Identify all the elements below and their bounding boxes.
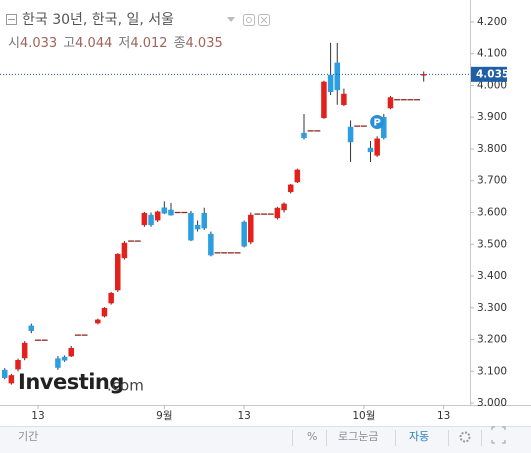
candle-body: [321, 81, 327, 119]
ohlc-header: 시4.033 고4.044 저4.012 종4.035: [8, 36, 223, 51]
candle-body: [68, 347, 74, 357]
candle-body: [281, 203, 287, 211]
log-button[interactable]: 로그눈금: [338, 430, 378, 443]
chart-title: 한국 30년, 한국, 일, 서울: [22, 12, 174, 28]
x-tick-label: 13: [31, 410, 44, 422]
y-tick-label: 3.600: [477, 207, 507, 219]
fullscreen-button[interactable]: [491, 426, 506, 444]
candle-body: [95, 319, 101, 324]
ohlc-label: 종: [174, 36, 186, 51]
candle-body: [387, 97, 394, 109]
percent-button[interactable]: %: [307, 430, 317, 443]
candle-body: [28, 325, 35, 331]
candle-body: [21, 342, 28, 359]
event-marker: [370, 114, 385, 129]
candle-body: [208, 233, 214, 256]
candle-body: [115, 253, 121, 291]
auto-button[interactable]: 자동: [409, 430, 429, 443]
watermark-suffix: .com: [107, 377, 144, 395]
ohlc-value: 4.044: [75, 36, 112, 51]
candle-body: [334, 62, 341, 91]
close-icon-x: [260, 16, 268, 24]
watermark: Investing .com: [18, 370, 144, 395]
x-tick-label: 13: [437, 410, 450, 422]
candle-body: [148, 214, 154, 226]
candle-body: [108, 292, 114, 304]
candle-body: [301, 132, 307, 139]
x-tick-label: 10월: [352, 410, 375, 422]
candle-body: [154, 211, 161, 221]
y-tick-label: 3.400: [477, 270, 507, 282]
candle-body: [327, 74, 334, 93]
toolbar: 기간 % 로그눈금 자동: [0, 426, 531, 453]
candle-body: [274, 207, 281, 219]
ohlc-label: 저: [118, 36, 130, 51]
watermark-name: Investing: [18, 370, 124, 394]
event-marker-label: P: [373, 117, 380, 128]
settings-button[interactable]: [459, 431, 471, 443]
candle-body: [287, 184, 294, 193]
dropdown-arrow[interactable]: [227, 17, 235, 22]
y-tick-label: 3.700: [477, 175, 507, 187]
candle-body: [141, 212, 148, 226]
candle-body: [294, 169, 301, 183]
candle-body: [61, 356, 68, 361]
header: 한국 30년, 한국, 일, 서울 시4.033 고4.044 저4.012 종4.0…: [6, 12, 270, 51]
candle-body: [168, 209, 174, 216]
collapse-icon[interactable]: [6, 14, 17, 25]
settings-icon-dot: [246, 17, 252, 23]
candle-body: [1, 369, 8, 378]
candle-body: [248, 214, 254, 243]
settings-icon[interactable]: [243, 14, 255, 26]
last-price-label: 4.035: [476, 68, 509, 80]
candle-body: [374, 138, 380, 156]
y-tick-label: 3.300: [477, 302, 507, 314]
ohlc-value: 4.035: [186, 36, 223, 51]
ohlc-value: 4.012: [130, 36, 167, 51]
candle-body: [121, 242, 128, 259]
y-tick-label: 4.000: [477, 79, 507, 91]
ohlc-label: 시: [8, 36, 20, 51]
candle-body: [161, 207, 168, 214]
y-tick-label: 3.100: [477, 365, 507, 377]
ohlc-value: 4.033: [20, 36, 57, 51]
y-tick-label: 3.900: [477, 111, 507, 123]
y-tick-label: 3.500: [477, 238, 507, 250]
candle-body: [55, 358, 61, 368]
candle-body: [347, 126, 354, 143]
x-tick-label: 13: [237, 410, 250, 422]
x-tick-label: 9월: [156, 410, 172, 422]
candle-body: [194, 224, 201, 230]
close-icon[interactable]: [258, 14, 270, 26]
candle-body: [188, 212, 194, 241]
ohlc-label: 고: [63, 36, 75, 51]
candle-body: [15, 359, 21, 370]
last-price-box: [471, 66, 507, 82]
candle-body: [341, 93, 347, 106]
y-tick-label: 3.200: [477, 334, 507, 346]
y-tick-label: 3.000: [477, 397, 507, 409]
candle-body: [8, 375, 15, 384]
period-button[interactable]: 기간: [18, 430, 38, 443]
y-tick-label: 4.100: [477, 48, 507, 60]
y-tick-label: 4.200: [477, 16, 507, 28]
candle-body: [201, 212, 207, 229]
toolbar-bg: [0, 426, 531, 453]
y-tick-label: 3.800: [477, 143, 507, 155]
candle-body: [241, 221, 247, 247]
candle-body: [101, 307, 108, 317]
candle-body: [367, 147, 374, 153]
